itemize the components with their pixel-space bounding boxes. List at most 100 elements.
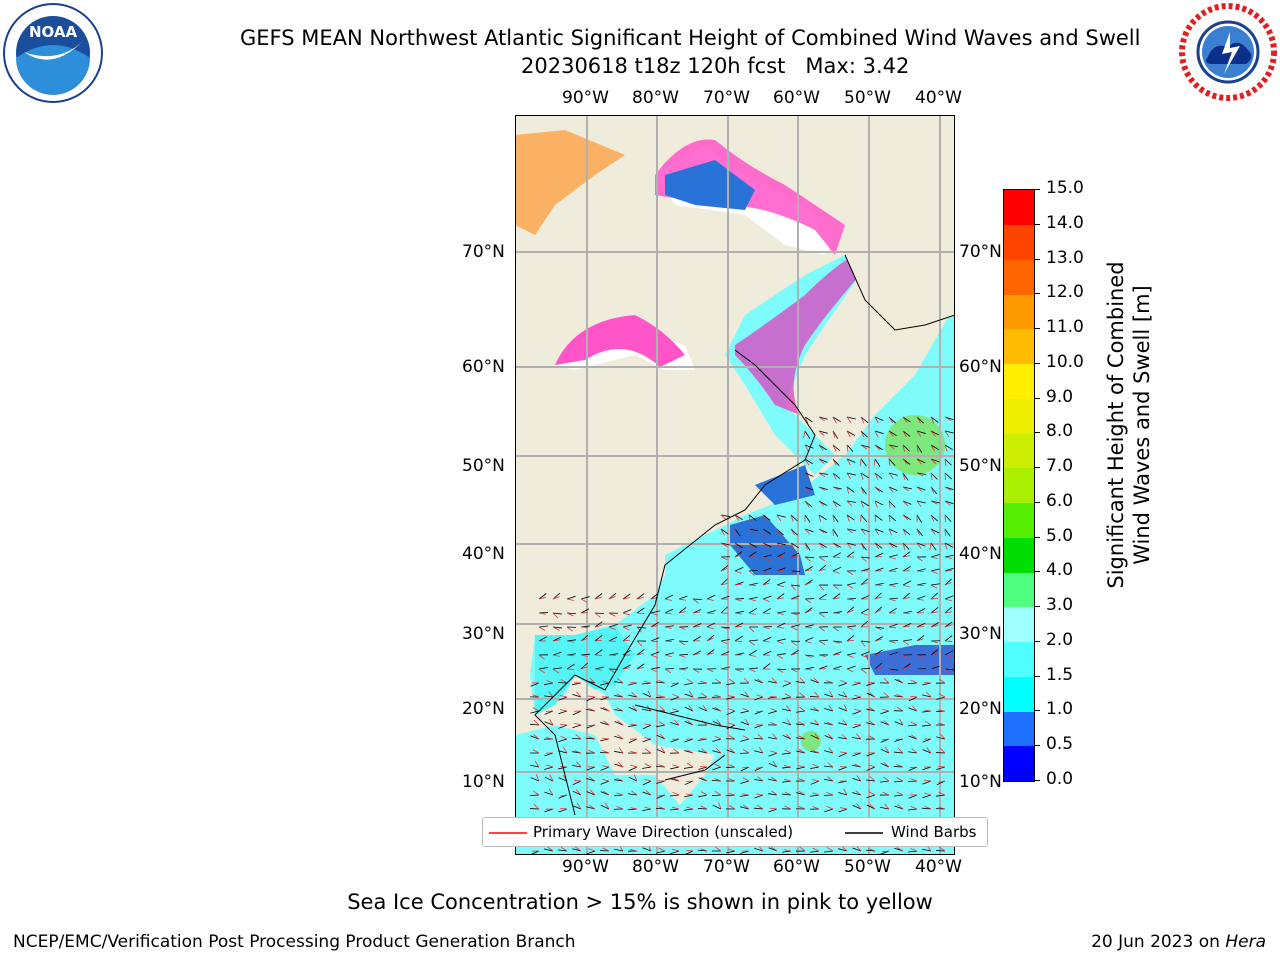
wave-direction-arrow [930,444,935,452]
wind-barb [776,610,786,614]
wind-barb [852,682,862,686]
wave-direction-arrow [770,846,778,852]
wave-direction-arrow [888,556,896,560]
wind-barb [916,458,926,464]
wind-barb [930,430,940,436]
wind-barb [936,766,946,770]
wind-barb [866,682,876,686]
wave-direction-arrow [776,514,782,522]
wave-direction-arrow [888,542,895,549]
lat-label-left-10n: 10°N [462,772,505,792]
wind-barb [880,710,890,715]
wave-direction-arrow [720,567,728,572]
wind-barb [832,500,841,507]
wind-barb [944,554,954,558]
wave-direction-arrow [538,596,546,600]
wind-barb [748,596,758,600]
wave-direction-arrow [854,763,862,768]
wave-direction-arrow [580,637,588,642]
wave-direction-arrow [944,528,946,537]
wave-direction-arrow [734,570,742,574]
wind-barb [922,749,932,754]
wave-direction-arrow [798,765,806,768]
wind-barb [622,664,632,670]
wave-direction-arrow [715,678,722,684]
wave-direction-arrow [856,733,862,740]
wind-barb [656,780,666,784]
wind-barb [852,805,862,810]
wind-barb [754,794,764,799]
wind-barb [860,416,869,423]
wave-direction-arrow [812,806,820,810]
wave-direction-arrow [538,668,545,674]
wave-direction-arrow [664,612,672,615]
wind-barb [902,623,912,628]
wave-direction-arrow [860,654,868,659]
wave-direction-arrow [883,692,890,698]
legend-wind-barbs: Wind Barbs [891,823,977,841]
wave-direction-arrow [622,597,630,600]
wave-direction-arrow [560,794,568,797]
wave-direction-arrow [874,444,881,451]
wind-barb [930,542,937,551]
wind-barb [838,694,848,698]
colorbar-tick-label: 15.0 [1046,178,1084,198]
wave-direction-arrow [790,668,798,673]
wave-direction-arrow [706,626,714,630]
wave-direction-arrow [944,514,946,523]
wave-direction-arrow [804,528,810,535]
wind-barb [762,650,772,656]
wind-barb [838,752,848,758]
wave-direction-arrow [770,807,778,810]
wind-barb [642,766,652,769]
wave-direction-arrow [846,640,855,642]
wind-barb [832,458,840,466]
wave-direction-arrow [840,680,848,684]
wave-direction-arrow [706,652,714,656]
wind-barb [776,552,786,558]
wave-direction-arrow [756,804,764,810]
wave-direction-arrow [744,691,750,698]
wind-barb [874,567,884,572]
wave-direction-arrow [762,612,771,615]
wind-barb [642,693,652,698]
wave-direction-arrow [678,626,686,630]
wind-barb [572,805,582,810]
wave-direction-arrow [673,719,680,726]
colorbar-tick-label: 1.0 [1046,699,1074,720]
wind-barb [880,807,890,810]
colorbar-tick-label: 4.0 [1046,560,1074,581]
wind-barb [832,514,839,523]
wave-direction-arrow [672,848,680,852]
wind-barb [776,528,784,536]
wind-barb [916,430,926,434]
colorbar-tick-mark [1034,397,1040,399]
wind-barb [678,640,689,643]
wave-direction-arrow [930,458,937,465]
wave-direction-arrow [664,640,673,643]
wave-direction-arrow [916,486,923,492]
wave-direction-arrow [888,486,894,493]
wave-direction-arrow [846,514,850,522]
wind-barb [916,486,926,491]
wind-barb [762,626,773,628]
colorbar-tick-label: 10.0 [1046,351,1084,372]
wave-direction-arrow [916,598,924,601]
wind-barb [902,528,911,536]
wind-barb [720,528,729,535]
wind-barb [628,682,638,686]
wave-direction-arrow [742,707,750,712]
wave-direction-arrow [533,790,540,796]
colorbar-tick-mark [1034,780,1040,781]
wave-direction-arrow [608,595,616,600]
wave-direction-arrow [832,542,839,548]
wave-direction-arrow [888,430,894,437]
wind-barb [818,564,827,572]
wave-direction-arrow [566,598,574,601]
wave-direction-arrow [846,542,852,549]
wind-barb [552,651,562,656]
wind-barb [734,567,744,572]
wind-barb [860,514,868,523]
wind-barb [734,622,744,628]
wave-direction-arrow [818,584,825,591]
